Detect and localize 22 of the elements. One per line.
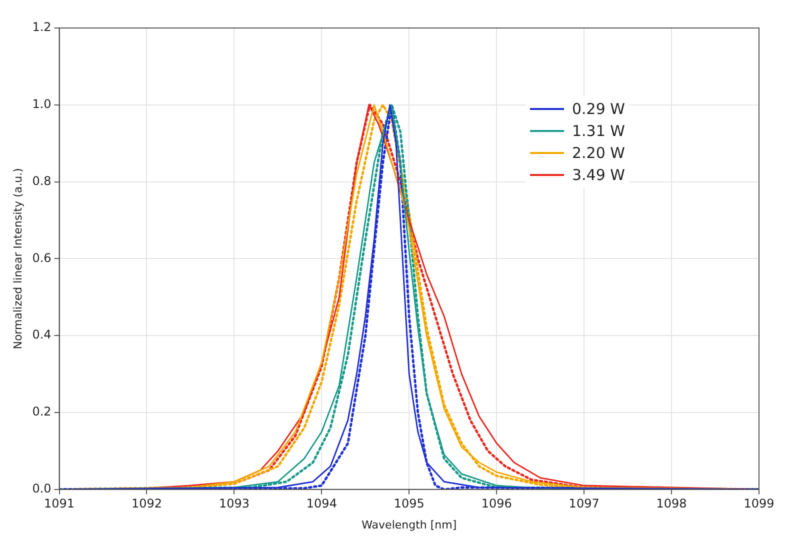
y-tick-label: 0.6 — [32, 250, 52, 265]
y-tick-label: 1.2 — [32, 20, 52, 34]
x-tick-label: 1092 — [131, 496, 162, 511]
y-tick-label: 1.0 — [32, 97, 52, 112]
legend-label: 1.31 W — [572, 121, 625, 142]
y-tick-label: 0.2 — [32, 404, 52, 419]
x-tick-label: 1095 — [394, 496, 424, 511]
x-tick-label: 1098 — [656, 496, 687, 511]
x-tick-label: 1094 — [306, 496, 337, 511]
legend-label: 3.49 W — [572, 165, 625, 186]
y-tick-label: 0.8 — [32, 174, 52, 188]
x-axis-title: Wavelength [nm] — [362, 518, 457, 532]
legend-label: 0.29 W — [572, 99, 625, 120]
x-tick-label: 1099 — [744, 496, 774, 511]
x-tick-label: 1093 — [218, 496, 250, 511]
x-tick-label: 1097 — [568, 496, 600, 511]
y-tick-label: 0.0 — [32, 482, 52, 496]
y-tick-label: 0.4 — [32, 328, 52, 342]
y-axis-title: Normalized linear Intensity (a.u.) — [11, 168, 24, 350]
x-tick-label: 1096 — [481, 496, 512, 511]
legend-label: 2.20 W — [572, 143, 625, 164]
x-tick-label: 1091 — [44, 496, 75, 511]
